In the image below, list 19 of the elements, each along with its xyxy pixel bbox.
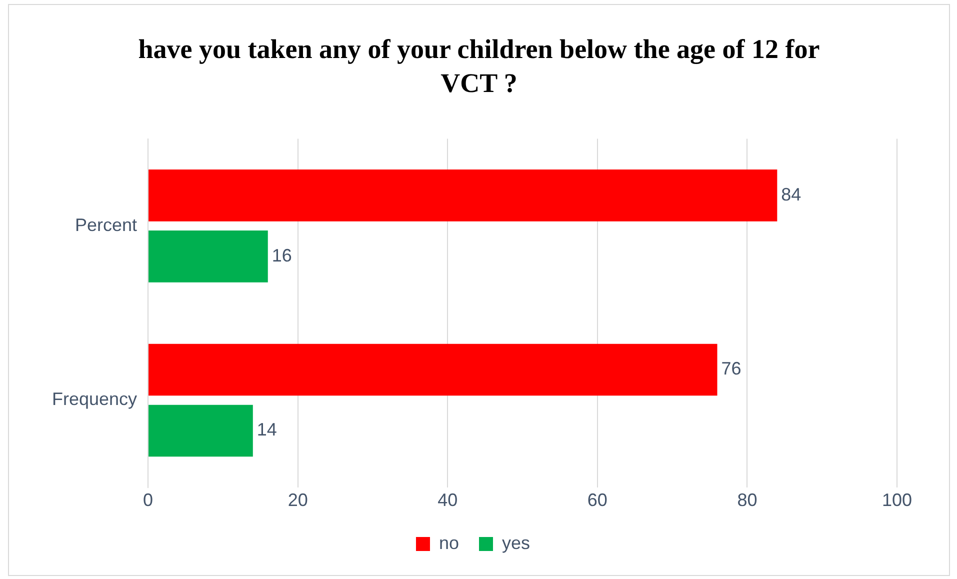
data-label: 16 — [272, 245, 292, 266]
chart-title: have you taken any of your children below the age of 12 for VCT ? — [137, 33, 821, 100]
bar — [148, 230, 268, 282]
bar — [148, 344, 718, 396]
x-tick-label: 60 — [587, 490, 608, 510]
data-label: 76 — [721, 358, 742, 379]
bar — [148, 404, 253, 457]
bar — [148, 170, 778, 222]
data-label: 14 — [256, 420, 277, 440]
x-tick-label: 0 — [143, 490, 154, 510]
legend-label: no — [438, 532, 460, 553]
x-tick-label: 20 — [288, 490, 308, 510]
y-tick-label: Percent — [74, 214, 138, 235]
x-tick-label: 40 — [438, 490, 458, 510]
y-tick-label: Frequency — [52, 389, 138, 410]
legend-label: yes — [502, 532, 530, 553]
x-tick-label: 100 — [882, 490, 912, 510]
x-tick-label: 80 — [737, 490, 758, 510]
data-label: 84 — [781, 184, 802, 204]
